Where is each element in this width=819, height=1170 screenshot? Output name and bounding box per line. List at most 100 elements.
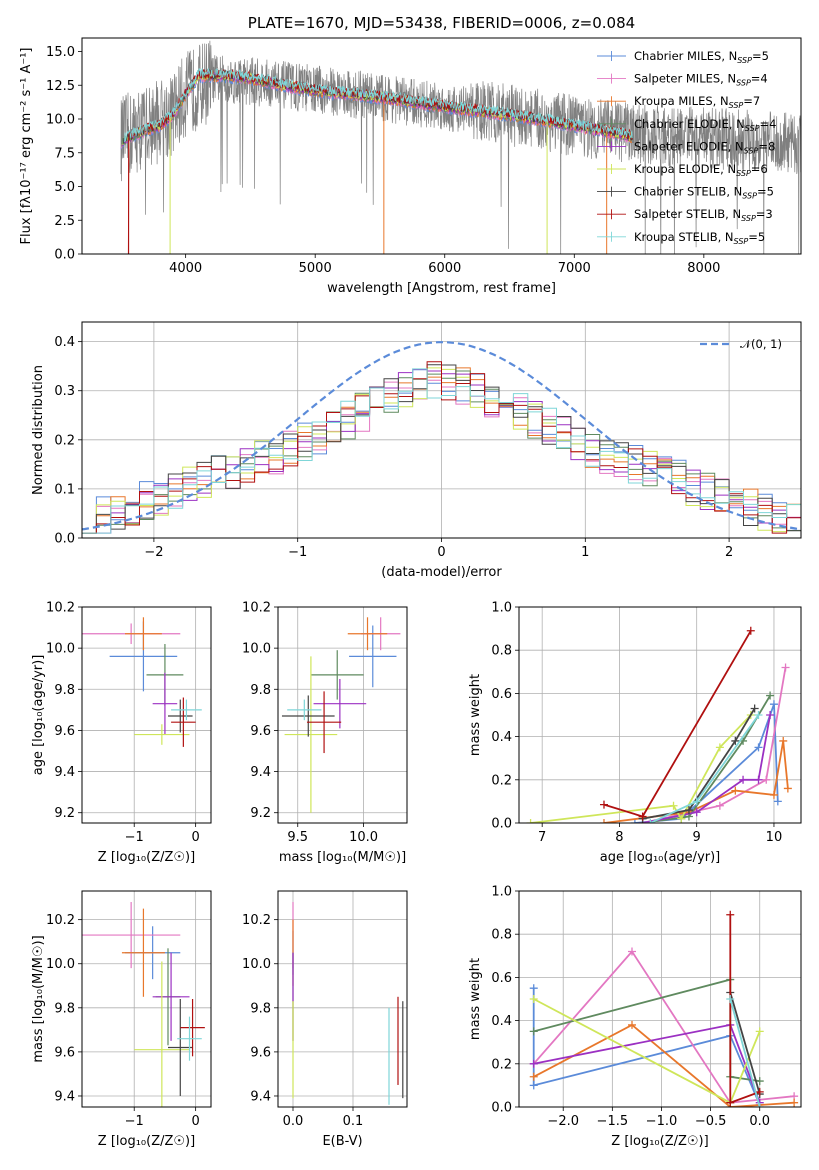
legend-label: Kroupa ELODIE, NSSP=6 bbox=[634, 162, 768, 178]
y-tick-label: 10.2 bbox=[46, 913, 75, 928]
x-tick-label: 7 bbox=[538, 830, 546, 845]
weight-marker-chabrier_stelib bbox=[684, 806, 693, 815]
chart-residuals: −2 −1 0 1 2 0.0 0.1 0.2 0.3 0.4 (data-model)/error… bbox=[31, 321, 802, 580]
x-tick-label: 0.1 bbox=[343, 1114, 364, 1129]
y-tick-label: 1.0 bbox=[491, 885, 512, 900]
weight-marker-salpeter_miles bbox=[627, 947, 636, 956]
legend-label-text: Salpeter STELIB, N bbox=[634, 207, 741, 221]
plot-area-weight_vs_age bbox=[526, 626, 792, 823]
legend-label-count: =7 bbox=[743, 94, 760, 108]
model-spectrum-kroupa_stelib bbox=[123, 67, 633, 143]
legend-label-subscript: SSP bbox=[741, 214, 756, 223]
y-axis-label: Flux [fλ10⁻¹⁷ erg cm⁻² s⁻¹ A⁻¹] bbox=[19, 48, 34, 245]
y-tick-label: 9.2 bbox=[250, 806, 271, 821]
legend-label: Chabrier MILES, NSSP=5 bbox=[634, 49, 769, 65]
plot-area-spectrum bbox=[120, 40, 801, 254]
x-axis-label: E(B-V) bbox=[322, 1134, 362, 1149]
axes-frame bbox=[81, 37, 802, 255]
x-tick-label: 4000 bbox=[169, 261, 202, 276]
x-tick-label: −2 bbox=[144, 545, 163, 560]
chart-age_vs_Z: −1 0 9.2 9.4 9.6 9.8 10.0 10.2 Z [log₁₀(Z/Z☉)] ag… bbox=[31, 601, 212, 865]
chart-spectrum: 4000 5000 6000 7000 8000 0.0 2.5 5.0 7.5 10.0 12.5… bbox=[19, 14, 802, 296]
y-axis-label: mass [log₁₀(M/M☉)] bbox=[31, 935, 46, 1062]
y-tick-label: 0.2 bbox=[491, 773, 512, 788]
x-tick-label: 8 bbox=[615, 830, 623, 845]
chart-age_vs_mass: 9.5 10.0 9.2 9.4 9.6 9.8 10.0 10.2 mass [log₁₀(M… bbox=[242, 601, 408, 865]
x-axis-label: Z [log₁₀(Z/Z☉)] bbox=[98, 1134, 195, 1149]
chart-mass_vs_Z: −1 0 9.4 9.6 9.8 10.0 10.2 Z [log₁₀(Z/Z☉)] mass … bbox=[31, 890, 212, 1149]
x-tick-label: 0 bbox=[192, 1114, 200, 1129]
weight-marker-salpeter_stelib bbox=[726, 910, 735, 919]
axes-frame bbox=[518, 890, 802, 1108]
x-tick-label: 0.0 bbox=[283, 1114, 304, 1129]
weight-marker-kroupa_miles bbox=[769, 790, 778, 799]
x-tick-label: 9 bbox=[693, 830, 701, 845]
x-axis-label: wavelength [Angstrom, rest frame] bbox=[327, 281, 556, 296]
weight-marker-salpeter_elodie bbox=[529, 1059, 538, 1068]
weight-marker-kroupa_elodie bbox=[529, 995, 538, 1003]
plot-area-residuals bbox=[82, 341, 801, 534]
weight-line-chabrier_stelib bbox=[729, 992, 761, 1095]
x-axis-label: Z [log₁₀(Z/Z☉)] bbox=[611, 1134, 708, 1149]
weight-marker-salpeter_miles bbox=[781, 663, 790, 672]
y-tick-label: 0.1 bbox=[54, 482, 75, 497]
y-tick-label: 0.3 bbox=[54, 384, 75, 399]
x-tick-label: −1 bbox=[125, 830, 144, 845]
chart-weight_vs_Z: −2.0 −1.5 −1.0 −0.5 0.0 0.0 0.2 0.4 0.6 0.8 1.0 Z [… bbox=[468, 885, 802, 1149]
weight-marker-chabrier_miles bbox=[529, 1081, 538, 1090]
x-tick-label: −2.0 bbox=[547, 1114, 579, 1129]
weight-line-salpeter_miles bbox=[642, 667, 787, 823]
normal-curve bbox=[82, 341, 801, 531]
y-tick-label: 0.6 bbox=[491, 687, 512, 702]
x-tick-label: −1.5 bbox=[597, 1114, 629, 1129]
legend-label: Chabrier ELODIE, NSSP=4 bbox=[634, 117, 776, 133]
weight-marker-kroupa_elodie bbox=[755, 1027, 764, 1036]
weight-marker-salpeter_stelib bbox=[755, 1087, 764, 1096]
weight-marker-kroupa_miles bbox=[599, 819, 608, 823]
legend-label-subscript: SSP bbox=[736, 79, 751, 88]
x-tick-label: −0.5 bbox=[695, 1114, 727, 1129]
weight-marker-salpeter_miles bbox=[715, 801, 724, 810]
y-axis-label: mass weight bbox=[468, 674, 483, 756]
y-tick-label: 9.6 bbox=[54, 1045, 75, 1060]
weight-line-chabrier_miles bbox=[532, 988, 761, 1106]
weight-marker-kroupa_elodie bbox=[677, 814, 686, 823]
weight-marker-salpeter_stelib bbox=[638, 812, 647, 821]
x-tick-label: 10.0 bbox=[349, 830, 378, 845]
legend-label-text: Kroupa ELODIE, N bbox=[634, 162, 736, 176]
legend-label-subscript: SSP bbox=[742, 192, 757, 201]
axes-frame bbox=[277, 890, 408, 1108]
weight-marker-kroupa_stelib bbox=[646, 819, 655, 823]
legend-label-text: Kroupa MILES, N bbox=[634, 94, 729, 108]
y-tick-label: 9.8 bbox=[54, 1001, 75, 1016]
weight-marker-kroupa_miles bbox=[790, 1098, 799, 1107]
weight-line-chabrier_stelib bbox=[642, 708, 756, 820]
weight-marker-chabrier_miles bbox=[769, 700, 778, 709]
legend-label-text: Chabrier MILES, N bbox=[634, 49, 737, 63]
weight-marker-chabrier_stelib bbox=[750, 704, 759, 713]
chart-title: PLATE=1670, MJD=53438, FIBERID=0006, z=0… bbox=[248, 14, 635, 32]
legend-label-subscript: SSP bbox=[737, 56, 752, 65]
legend-label: Salpeter MILES, NSSP=4 bbox=[634, 72, 768, 88]
axes-frame bbox=[81, 606, 212, 824]
weight-marker-kroupa_miles bbox=[783, 784, 792, 793]
y-tick-label: 10.0 bbox=[242, 957, 271, 972]
weight-marker-chabrier_elodie bbox=[755, 1077, 764, 1086]
y-tick-label: 9.4 bbox=[54, 765, 75, 780]
x-tick-label: 8000 bbox=[687, 261, 720, 276]
x-tick-label: −1 bbox=[125, 1114, 144, 1129]
y-tick-label: 10.0 bbox=[242, 642, 271, 657]
weight-marker-chabrier_miles bbox=[529, 984, 538, 993]
y-tick-label: 7.5 bbox=[54, 146, 75, 161]
y-tick-label: 0.2 bbox=[54, 433, 75, 448]
legend-label-text: Kroupa STELIB, N bbox=[634, 230, 734, 244]
weight-line-kroupa_miles bbox=[533, 1023, 795, 1107]
x-tick-label: 0 bbox=[192, 830, 200, 845]
x-tick-label: 0 bbox=[437, 545, 445, 560]
chart-mass_vs_EBV: 0.0 0.1 9.4 9.6 9.8 10.0 10.2 E(B-V) bbox=[242, 890, 408, 1149]
x-tick-label: 5000 bbox=[299, 261, 332, 276]
weight-line-kroupa_elodie bbox=[533, 998, 761, 1104]
chart-weight_vs_age: 7 8 9 10 0.0 0.2 0.4 0.6 0.8 1.0 age [log₁₀(age/yr… bbox=[468, 601, 802, 865]
weight-marker-chabrier_elodie bbox=[529, 1027, 538, 1036]
